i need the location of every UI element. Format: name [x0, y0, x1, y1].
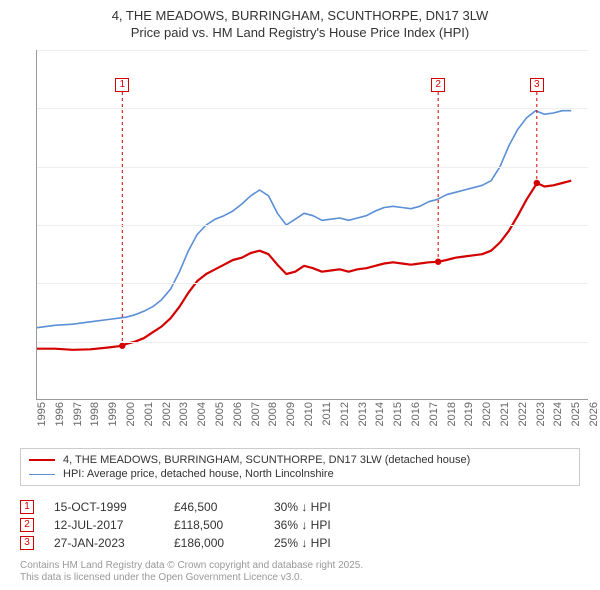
x-tick-label: 1998: [89, 402, 101, 426]
x-tick-label: 2007: [250, 402, 262, 426]
sale-row-diff: 36% ↓ HPI: [274, 518, 364, 532]
x-tick-label: 2000: [125, 402, 137, 426]
x-tick-label: 2017: [428, 402, 440, 426]
x-tick-label: 2013: [357, 402, 369, 426]
sale-row-price: £46,500: [174, 500, 254, 514]
x-tick-label: 2006: [232, 402, 244, 426]
chart-container: 4, THE MEADOWS, BURRINGHAM, SCUNTHORPE, …: [0, 0, 600, 590]
sale-marker-box: 1: [115, 78, 129, 92]
x-tick-label: 2019: [463, 402, 475, 426]
x-tick-label: 2022: [517, 402, 529, 426]
sale-row: 3 27-JAN-2023 £186,000 25% ↓ HPI: [20, 534, 580, 552]
legend-label: HPI: Average price, detached house, Nort…: [63, 468, 334, 480]
sale-row-diff: 30% ↓ HPI: [274, 500, 364, 514]
x-tick-label: 2016: [410, 402, 422, 426]
x-tick-label: 2001: [143, 402, 155, 426]
sale-row-marker: 2: [20, 518, 34, 532]
sale-row-date: 12-JUL-2017: [54, 518, 154, 532]
sale-row-marker: 3: [20, 536, 34, 550]
x-tick-label: 2024: [552, 402, 564, 426]
y-gridline: [37, 342, 588, 343]
x-tick-label: 2015: [392, 402, 404, 426]
y-gridline: [37, 283, 588, 284]
x-tick-label: 2026: [588, 402, 600, 426]
x-tick-label: 2014: [374, 402, 386, 426]
x-axis-labels: 1995 1996 1997 1998 1999 2000 2001 2002 2003 2004…: [36, 402, 588, 442]
footer-line-1: Contains HM Land Registry data © Crown c…: [20, 560, 363, 572]
x-tick-label: 2010: [303, 402, 315, 426]
sale-row: 1 15-OCT-1999 £46,500 30% ↓ HPI: [20, 498, 580, 516]
legend-swatch: [29, 459, 55, 461]
sale-row-price: £186,000: [174, 536, 254, 550]
sale-marker-dot: [119, 343, 125, 349]
x-tick-label: 2008: [267, 402, 279, 426]
x-tick-label: 2025: [570, 402, 582, 426]
title-line-2: Price paid vs. HM Land Registry's House …: [0, 25, 600, 42]
sale-row-date: 27-JAN-2023: [54, 536, 154, 550]
x-tick-label: 2011: [321, 402, 333, 426]
sale-row-marker: 1: [20, 500, 34, 514]
footer: Contains HM Land Registry data © Crown c…: [20, 560, 363, 584]
x-tick-label: 2009: [285, 402, 297, 426]
footer-line-2: This data is licensed under the Open Gov…: [20, 572, 363, 584]
sales-table: 1 15-OCT-1999 £46,500 30% ↓ HPI 2 12-JUL-2017…: [20, 498, 580, 552]
sale-marker-box: 3: [530, 78, 544, 92]
legend-row: HPI: Average price, detached house, Nort…: [29, 467, 571, 481]
sale-marker-dot: [435, 259, 441, 265]
x-tick-label: 1996: [54, 402, 66, 426]
x-tick-label: 2020: [481, 402, 493, 426]
x-tick-label: 1999: [107, 402, 119, 426]
y-gridline: [37, 108, 588, 109]
sale-row-diff: 25% ↓ HPI: [274, 536, 364, 550]
x-tick-label: 2003: [178, 402, 190, 426]
x-tick-label: 2004: [196, 402, 208, 426]
sale-row-price: £118,500: [174, 518, 254, 532]
x-tick-label: 2005: [214, 402, 226, 426]
series-price_paid: [37, 181, 571, 350]
legend-swatch: [29, 474, 55, 475]
x-tick-label: 2018: [446, 402, 458, 426]
legend-row: 4, THE MEADOWS, BURRINGHAM, SCUNTHORPE, …: [29, 453, 571, 467]
title-block: 4, THE MEADOWS, BURRINGHAM, SCUNTHORPE, …: [0, 0, 600, 46]
x-tick-label: 1997: [72, 402, 84, 426]
sale-row: 2 12-JUL-2017 £118,500 36% ↓ HPI: [20, 516, 580, 534]
x-tick-label: 2021: [499, 402, 511, 426]
y-gridline: [37, 167, 588, 168]
sale-marker-box: 2: [431, 78, 445, 92]
x-tick-label: 2023: [535, 402, 547, 426]
x-tick-label: 1995: [36, 402, 48, 426]
sale-row-date: 15-OCT-1999: [54, 500, 154, 514]
plot-area: 1 2 3: [36, 50, 588, 400]
legend: 4, THE MEADOWS, BURRINGHAM, SCUNTHORPE, …: [20, 448, 580, 486]
y-gridline: [37, 50, 588, 51]
series-hpi: [37, 111, 571, 328]
sale-marker-dot: [534, 180, 540, 186]
x-tick-label: 2012: [339, 402, 351, 426]
legend-label: 4, THE MEADOWS, BURRINGHAM, SCUNTHORPE, …: [63, 454, 470, 466]
y-gridline: [37, 225, 588, 226]
x-tick-label: 2002: [161, 402, 173, 426]
title-line-1: 4, THE MEADOWS, BURRINGHAM, SCUNTHORPE, …: [0, 8, 600, 25]
